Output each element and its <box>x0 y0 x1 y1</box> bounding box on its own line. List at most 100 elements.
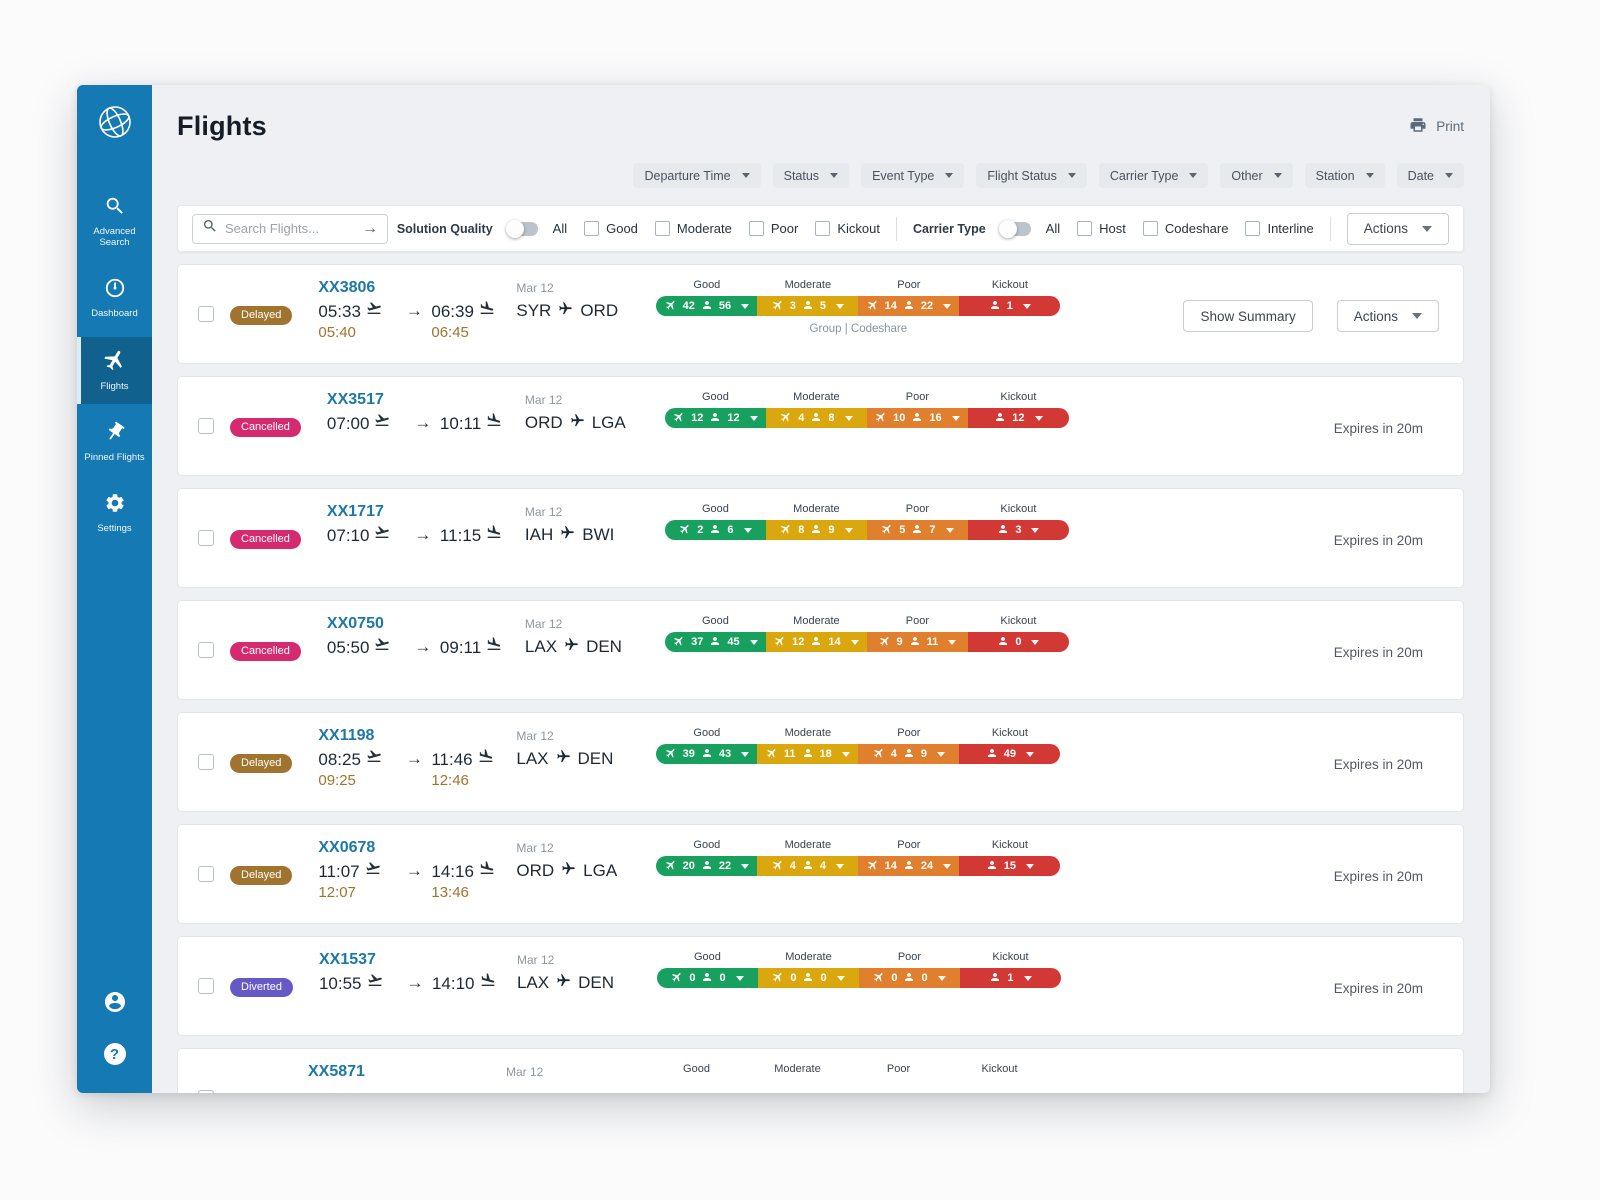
pin-icon <box>104 421 126 446</box>
filter-chip-station[interactable]: Station <box>1304 163 1385 188</box>
sidebar-item-settings[interactable]: Settings <box>77 481 152 546</box>
quality-segment-poor[interactable]: 0 0 <box>858 968 960 988</box>
status-badge: Cancelled <box>230 530 301 549</box>
quality-segment-good[interactable]: 20 22 <box>656 856 758 876</box>
search-input[interactable] <box>225 221 355 236</box>
quality-segment-moderate[interactable]: 11 18 <box>757 744 859 764</box>
quality-segment-poor[interactable]: 14 24 <box>858 856 960 876</box>
filter-chip-event-type[interactable]: Event Type <box>861 163 965 188</box>
chevron-down-icon <box>951 415 960 421</box>
departure-time: 07:10 <box>326 526 370 545</box>
flight-number-link[interactable]: XX1537 <box>318 951 376 968</box>
quality-segment-kickout[interactable]: 15 <box>959 856 1061 876</box>
quality-segment-good[interactable]: 39 43 <box>656 744 758 764</box>
sidebar-item-dashboard[interactable]: Dashboard <box>77 266 152 331</box>
row-checkbox[interactable] <box>198 642 214 658</box>
row-checkbox[interactable] <box>198 306 214 322</box>
filter-chip-status[interactable]: Status <box>772 163 850 188</box>
row-checkbox[interactable] <box>198 1090 214 1093</box>
app-window: Advanced Search Dashboard Flights Pinned… <box>77 85 1490 1093</box>
flight-count: 12 <box>691 412 704 424</box>
quality-segment-moderate[interactable]: 4 4 <box>757 856 859 876</box>
row-checkbox[interactable] <box>198 978 214 994</box>
chevron-down-icon <box>936 751 945 757</box>
chevron-down-icon <box>741 173 750 178</box>
pax-count: 9 <box>828 524 835 536</box>
pax-count: 43 <box>718 748 732 760</box>
quality-segment-good[interactable]: 37 45 <box>664 632 766 652</box>
user-account-icon[interactable] <box>103 990 127 1019</box>
quality-segment-poor[interactable]: 5 7 <box>866 520 968 540</box>
quality-segment-kickout[interactable]: 1 <box>959 968 1061 988</box>
row-actions-button[interactable]: Actions <box>1336 300 1439 332</box>
route-plane-icon <box>556 749 571 769</box>
flight-number-link[interactable]: XX0750 <box>326 615 384 632</box>
quality-segment-moderate[interactable]: 3 5 <box>757 296 859 316</box>
pax-count: 45 <box>727 636 740 648</box>
checkbox-poor[interactable]: Poor <box>748 221 798 236</box>
flight-number-link[interactable]: XX3517 <box>326 391 384 408</box>
row-checkbox[interactable] <box>198 866 214 882</box>
filter-chip-departure-time[interactable]: Departure Time <box>633 163 761 188</box>
filter-chip-carrier-type[interactable]: Carrier Type <box>1098 163 1209 188</box>
quality-segment-kickout[interactable]: 49 <box>959 744 1061 764</box>
quality-segment-kickout[interactable]: 0 <box>967 632 1069 652</box>
destination-airport: LGA <box>591 413 626 432</box>
pax-count: 24 <box>920 860 934 872</box>
carrier-type-all-toggle[interactable] <box>998 219 1031 238</box>
quality-segment-kickout[interactable]: 12 <box>967 408 1069 428</box>
arrow-right-icon: → <box>405 301 423 320</box>
quality-segment-poor[interactable]: 10 16 <box>866 408 968 428</box>
quality-segment-moderate[interactable]: 12 14 <box>765 632 867 652</box>
quality-segment-good[interactable]: 2 6 <box>664 520 766 540</box>
sidebar-item-pinned-flights[interactable]: Pinned Flights <box>77 410 152 475</box>
quality-segment-poor[interactable]: 14 22 <box>858 296 960 316</box>
filter-chip-other[interactable]: Other <box>1220 163 1293 188</box>
route-plane-icon <box>564 637 579 657</box>
quality-segment-kickout[interactable]: 3 <box>967 520 1069 540</box>
quality-segment-poor[interactable]: 9 11 <box>866 632 968 652</box>
sidebar-item-flights[interactable]: Flights <box>77 337 152 404</box>
expires-text: Expires in 20m <box>1333 981 1423 996</box>
quality-segment-kickout[interactable]: 1 <box>959 296 1061 316</box>
quality-segment-good[interactable]: 12 12 <box>664 408 766 428</box>
times-row: 11:07 → 14:16 <box>318 860 510 882</box>
flight-number-link[interactable]: XX1717 <box>326 503 384 520</box>
toolbar-actions-button[interactable]: Actions <box>1346 212 1449 245</box>
checkbox-host[interactable]: Host <box>1077 221 1126 236</box>
print-button[interactable]: Print <box>1409 116 1464 137</box>
help-icon[interactable]: ? <box>103 1043 126 1065</box>
flight-number-link[interactable]: XX5871 <box>308 1063 365 1080</box>
checkbox-good[interactable]: Good <box>584 221 638 236</box>
row-checkbox[interactable] <box>198 530 214 546</box>
flight-row: XX5871 → Mar 12 <box>177 1048 1464 1093</box>
chevron-down-icon <box>850 639 859 645</box>
row-checkbox[interactable] <box>198 754 214 770</box>
flight-number-link[interactable]: XX3806 <box>318 279 376 296</box>
checkbox-moderate[interactable]: Moderate <box>654 221 732 236</box>
search-submit-arrow-icon[interactable]: → <box>362 219 378 237</box>
filter-chip-date[interactable]: Date <box>1396 163 1464 188</box>
quality-bar: 12 12 4 8 10 16 <box>664 408 1069 428</box>
sidebar-item-label: Settings <box>97 523 132 534</box>
person-icon <box>802 971 814 986</box>
checkbox-codeshare[interactable]: Codeshare <box>1142 221 1228 236</box>
departure-time: 10:55 <box>318 974 362 993</box>
checkbox-interline[interactable]: Interline <box>1245 221 1314 236</box>
solution-quality-all-toggle[interactable] <box>505 219 538 238</box>
person-icon <box>909 635 921 650</box>
flight-number-link[interactable]: XX1198 <box>318 727 375 744</box>
chevron-down-icon <box>937 975 946 981</box>
quality-segment-moderate[interactable]: 4 8 <box>765 408 867 428</box>
sidebar-item-advanced-search[interactable]: Advanced Search <box>77 184 152 260</box>
quality-segment-good[interactable]: 42 56 <box>656 296 758 316</box>
quality-segment-poor[interactable]: 4 9 <box>858 744 960 764</box>
flight-number-link[interactable]: XX0678 <box>318 839 376 856</box>
checkbox-kickout[interactable]: Kickout <box>815 221 880 236</box>
row-checkbox[interactable] <box>198 418 214 434</box>
filter-chip-flight-status[interactable]: Flight Status <box>976 163 1087 188</box>
quality-segment-moderate[interactable]: 8 9 <box>765 520 867 540</box>
show-summary-button[interactable]: Show Summary <box>1183 300 1313 332</box>
quality-segment-good[interactable]: 0 0 <box>656 968 758 988</box>
quality-segment-moderate[interactable]: 0 0 <box>757 968 859 988</box>
